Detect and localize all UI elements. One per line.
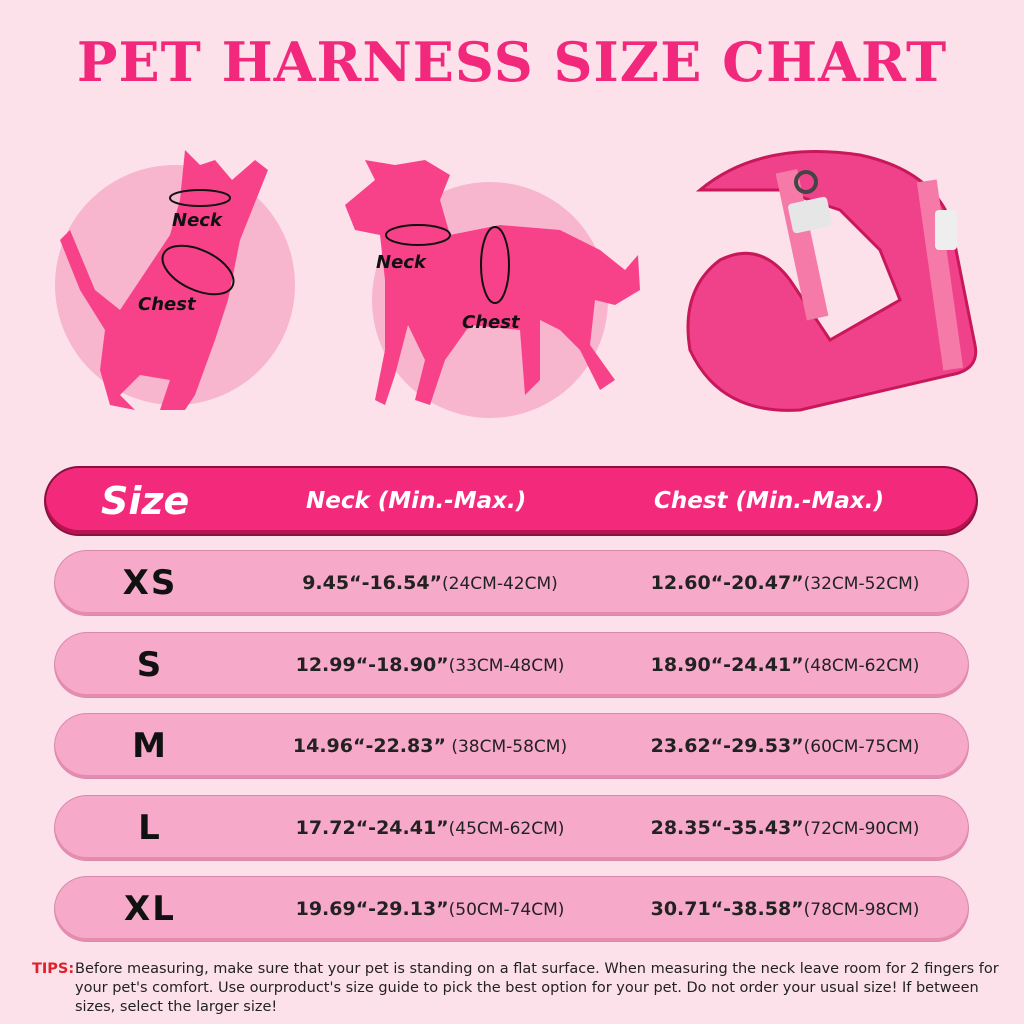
neck-inches: 17.72“-24.41”	[295, 816, 449, 839]
chest-cm: (60CM-75CM)	[803, 737, 920, 757]
neck-inches: 19.69“-29.13”	[295, 898, 449, 920]
dog-neck-label: Neck	[376, 252, 427, 273]
neck-cell: 19.69“-29.13”(50CM-74CM)	[245, 877, 615, 941]
chest-cell: 12.60“-20.47”(32CM-52CM)	[600, 551, 970, 615]
chest-cm: (78CM-98CM)	[803, 900, 920, 920]
neck-inches: 9.45“-16.54”	[302, 572, 443, 594]
size-cell: XL	[124, 889, 176, 929]
chest-inches: 23.62“-29.53”	[650, 735, 804, 757]
cat-neck-label: Neck	[172, 210, 223, 231]
neck-inches: 14.96“-22.83”	[292, 735, 446, 757]
size-cell: M	[132, 726, 168, 766]
table-row: M 14.96“-22.83” (38CM-58CM) 23.62“-29.53”(…	[55, 714, 968, 778]
neck-cm: (33CM-48CM)	[448, 655, 565, 676]
chest-cell: 28.35“-35.43”(72CM-90CM)	[600, 796, 970, 860]
chest-cell: 30.71“-38.58”(78CM-98CM)	[600, 877, 970, 941]
size-cell: L	[138, 807, 162, 848]
cat-chest-label: Chest	[138, 294, 197, 315]
tips-text: Before measuring, make sure that your pe…	[75, 961, 999, 1015]
title: PET HARNESS SIZE CHART	[76, 30, 948, 94]
neck-cell: 12.99“-18.90”(33CM-48CM)	[245, 633, 615, 697]
size-header: Size	[101, 479, 190, 523]
tips: TIPS: Before measuring, make sure that y…	[32, 960, 1002, 1017]
table-row: S 12.99“-18.90”(33CM-48CM) 18.90“-24.41”(4…	[55, 632, 970, 697]
chest-cm: (48CM-62CM)	[803, 655, 920, 676]
dog-illustration: Neck Chest	[345, 160, 640, 418]
neck-header: Neck (Min.-Max.)	[306, 488, 527, 514]
chest-cell: 18.90“-24.41”(48CM-62CM)	[600, 633, 970, 697]
harness-illustration	[686, 150, 978, 412]
chest-cm: (72CM-90CM)	[803, 818, 920, 839]
neck-cell: 9.45“-16.54”(24CM-42CM)	[245, 551, 615, 615]
table-row: XL 19.69“-29.13”(50CM-74CM) 30.71“-38.58”(…	[55, 877, 968, 941]
neck-cell: 14.96“-22.83” (38CM-58CM)	[245, 714, 615, 778]
chest-inches: 18.90“-24.41”	[650, 653, 804, 676]
chest-header: Chest (Min.-Max.)	[654, 488, 884, 514]
chest-inches: 12.60“-20.47”	[650, 572, 804, 594]
cat-illustration: Neck Chest	[55, 150, 295, 410]
neck-cm: (38CM-58CM)	[445, 737, 568, 757]
neck-inches: 12.99“-18.90”	[295, 653, 449, 676]
neck-cm: (24CM-42CM)	[442, 574, 558, 594]
table-row: XS 9.45“-16.54”(24CM-42CM) 12.60“-20.47”(3…	[55, 551, 968, 615]
table-header: Size Neck (Min.-Max.) Chest (Min.-Max.)	[46, 468, 976, 534]
chest-cell: 23.62“-29.53”(60CM-75CM)	[600, 714, 970, 778]
size-cell: S	[136, 644, 164, 685]
chest-inches: 30.71“-38.58”	[650, 898, 804, 920]
chest-cm: (32CM-52CM)	[803, 574, 920, 594]
dog-chest-label: Chest	[462, 312, 521, 333]
tips-label: TIPS:	[32, 961, 75, 977]
size-cell: XS	[122, 563, 178, 603]
illustrations: Neck Chest Neck Chest	[55, 150, 978, 418]
table-row: L 17.72“-24.41”(45CM-62CM) 28.35“-35.43”(7…	[55, 795, 970, 860]
neck-cm: (50CM-74CM)	[448, 900, 565, 920]
neck-cell: 17.72“-24.41”(45CM-62CM)	[245, 796, 615, 860]
chest-inches: 28.35“-35.43”	[650, 816, 804, 839]
neck-cm: (45CM-62CM)	[448, 818, 565, 839]
